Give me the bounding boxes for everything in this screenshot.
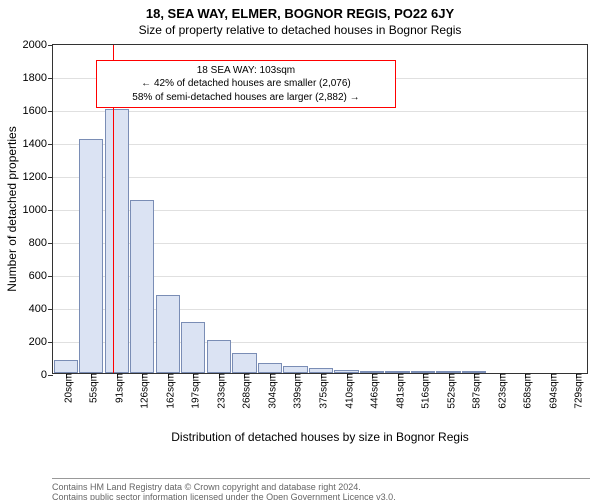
xtick-label: 197sqm [185,373,202,409]
xtick-label: 410sqm [338,373,355,409]
annotation-line: 58% of semi-detached houses are larger (… [103,91,389,105]
xtick-label: 552sqm [440,373,457,409]
xtick-label: 20sqm [57,373,74,403]
histogram-bar [232,353,256,373]
histogram-bar [258,363,282,373]
xtick-label: 481sqm [389,373,406,409]
ytick-label: 600 [29,270,53,282]
histogram-bar [181,322,205,373]
xtick-label: 516sqm [415,373,432,409]
ytick-label: 800 [29,237,53,249]
annotation-line: ← 42% of detached houses are smaller (2,… [103,77,389,91]
ytick-label: 200 [29,336,53,348]
annotation-line: 18 SEA WAY: 103sqm [103,64,389,78]
xtick-label: 55sqm [83,373,100,403]
xtick-label: 658sqm [517,373,534,409]
footer-line-2: Contains public sector information licen… [52,492,590,500]
xtick-label: 694sqm [542,373,559,409]
ytick-label: 1800 [23,72,53,84]
xtick-label: 304sqm [261,373,278,409]
xtick-label: 729sqm [568,373,585,409]
histogram-bar [156,295,180,373]
ytick-label: 1400 [23,138,53,150]
xtick-label: 587sqm [466,373,483,409]
ytick-label: 0 [41,369,53,381]
histogram-bar [79,139,103,373]
histogram-bar [283,366,307,373]
xtick-label: 126sqm [134,373,151,409]
chart-container: { "title": "18, SEA WAY, ELMER, BOGNOR R… [0,0,600,500]
xtick-label: 446sqm [364,373,381,409]
xtick-label: 339sqm [287,373,304,409]
xtick-label: 233sqm [210,373,227,409]
histogram-bar [207,340,231,373]
xtick-label: 91sqm [108,373,125,403]
xtick-label: 162sqm [159,373,176,409]
ytick-label: 1600 [23,105,53,117]
ytick-label: 1000 [23,204,53,216]
annotation-box: 18 SEA WAY: 103sqm← 42% of detached hous… [96,60,396,109]
chart-title: 18, SEA WAY, ELMER, BOGNOR REGIS, PO22 6… [0,0,600,21]
ytick-label: 1200 [23,171,53,183]
x-axis-label: Distribution of detached houses by size … [52,430,588,444]
footer-line-1: Contains HM Land Registry data © Crown c… [52,482,590,492]
gridline [53,144,587,145]
histogram-bar [130,200,154,373]
histogram-bar [54,360,78,373]
gridline [53,111,587,112]
y-axis-label: Number of detached properties [5,126,19,291]
xtick-label: 623sqm [491,373,508,409]
chart-plot-area: 020040060080010001200140016001800200020s… [52,44,588,374]
gridline [53,177,587,178]
chart-subtitle: Size of property relative to detached ho… [0,23,600,37]
xtick-label: 375sqm [313,373,330,409]
xtick-label: 268sqm [236,373,253,409]
ytick-label: 400 [29,303,53,315]
footer-attribution: Contains HM Land Registry data © Crown c… [52,478,590,500]
ytick-label: 2000 [23,39,53,51]
histogram-bar [105,109,129,373]
